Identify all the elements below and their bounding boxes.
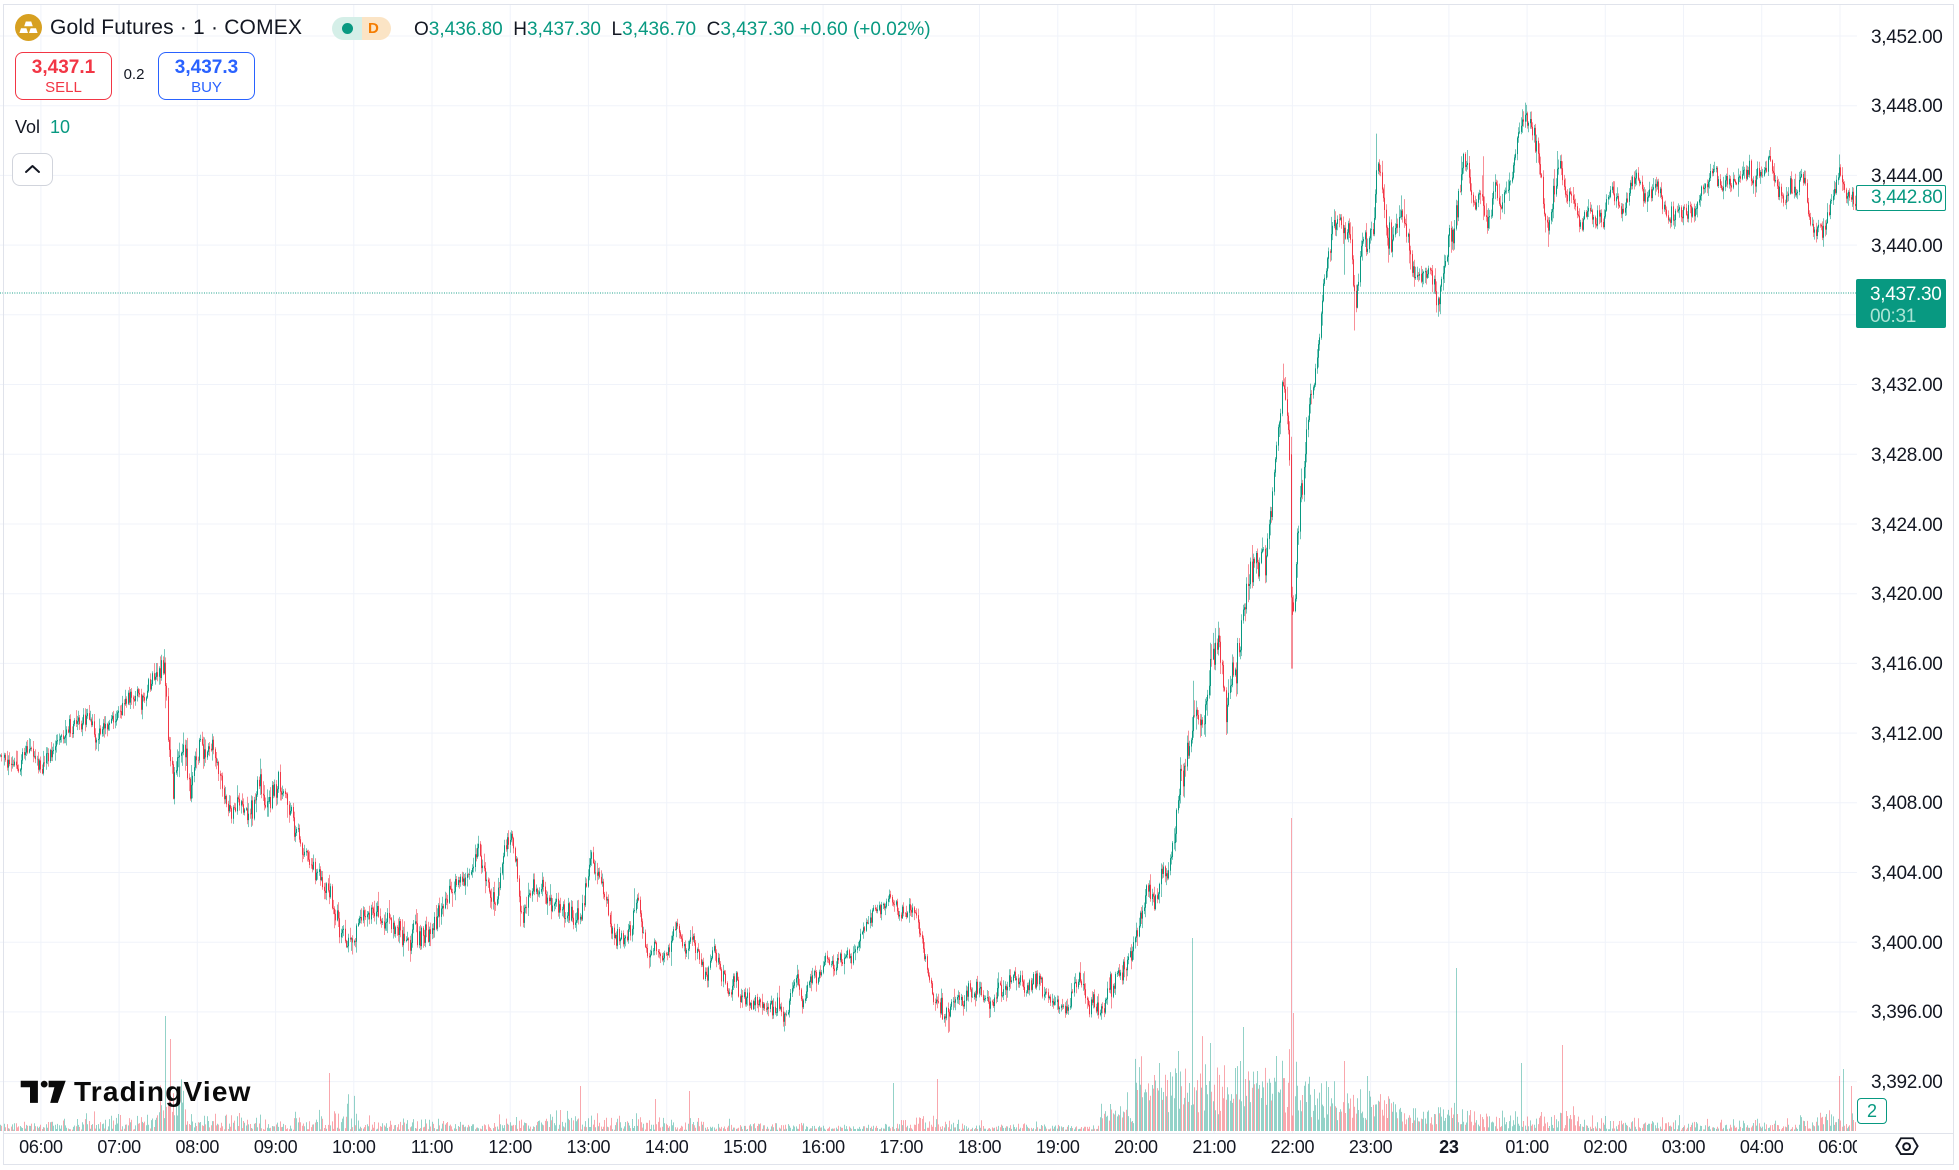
svg-text:TradingView: TradingView (74, 1078, 252, 1107)
